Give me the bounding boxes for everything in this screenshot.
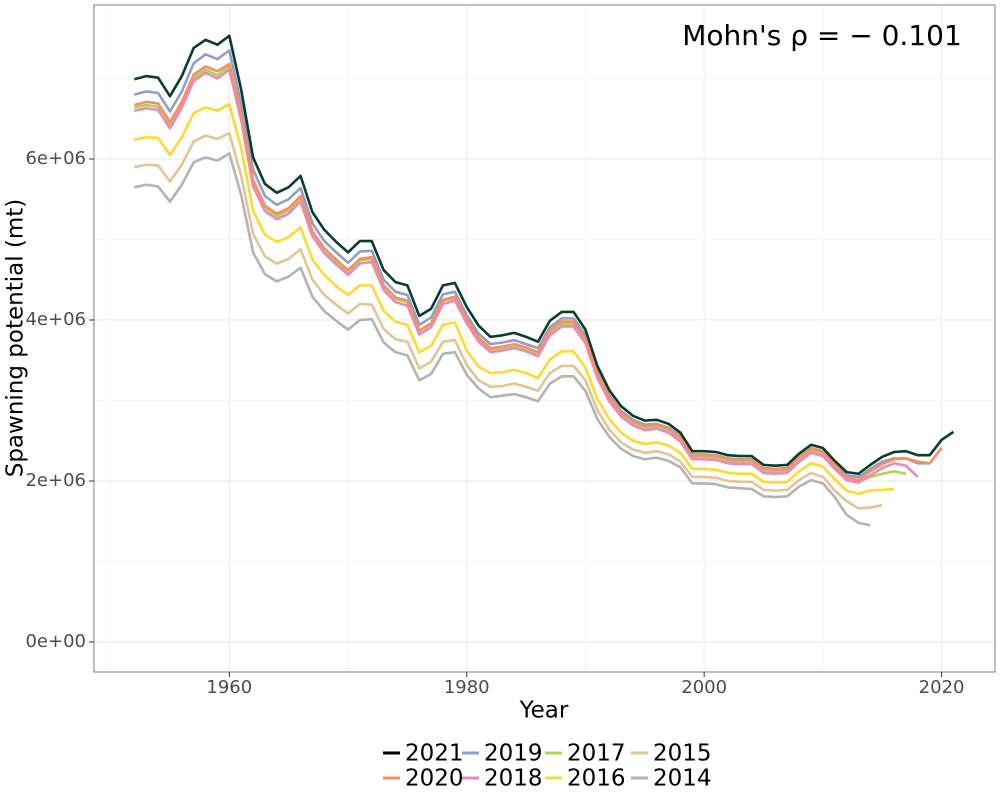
annotation: Mohn's ρ = − 0.101 bbox=[682, 19, 962, 52]
series-line bbox=[134, 102, 895, 496]
legend-label: 2017 bbox=[567, 741, 626, 767]
grid bbox=[94, 5, 995, 672]
series-line bbox=[134, 34, 955, 476]
x-tick-label: 1980 bbox=[444, 677, 490, 698]
legend-label: 2021 bbox=[405, 741, 464, 767]
legend-label: 2018 bbox=[484, 766, 543, 792]
y-tick-label: 0e+00 bbox=[25, 631, 86, 652]
x-tick-label: 1960 bbox=[206, 677, 252, 698]
x-axis-title: Year bbox=[519, 698, 569, 724]
series-line bbox=[134, 62, 943, 482]
panel-border bbox=[93, 4, 996, 673]
legend-label: 2015 bbox=[653, 741, 712, 767]
y-tick-label: 6e+06 bbox=[25, 148, 86, 169]
legend-label: 2016 bbox=[567, 766, 626, 792]
legend-label: 2019 bbox=[484, 741, 543, 767]
y-tick-label: 4e+06 bbox=[25, 309, 86, 330]
lines bbox=[134, 34, 955, 527]
x-tick-label: 2000 bbox=[681, 677, 727, 698]
series-line bbox=[134, 68, 919, 484]
x-tick-label: 2020 bbox=[919, 677, 965, 698]
legend-label: 2020 bbox=[405, 766, 464, 792]
axes: 1960 1980 2000 2020 0e+00 2e+06 4e+06 6e+06 bbox=[25, 148, 964, 698]
series-line bbox=[134, 152, 871, 527]
y-axis-title: Spawning potential (mt) bbox=[3, 199, 29, 478]
legend-label: 2014 bbox=[653, 766, 712, 792]
y-tick-label: 2e+06 bbox=[25, 470, 86, 491]
series-line bbox=[134, 131, 883, 510]
